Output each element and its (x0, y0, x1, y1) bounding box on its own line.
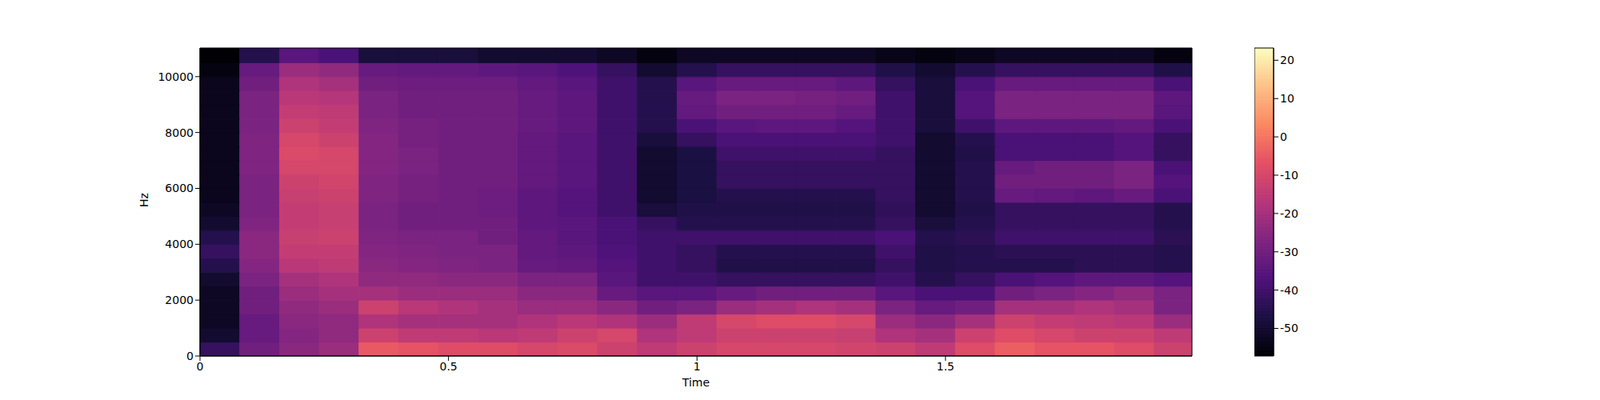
svg-text:8000: 8000 (164, 126, 194, 140)
svg-text:0: 0 (1280, 130, 1288, 144)
svg-text:4000: 4000 (164, 237, 194, 251)
svg-text:0: 0 (196, 360, 204, 373)
svg-text:1.5: 1.5 (936, 360, 955, 373)
svg-text:-30: -30 (1280, 245, 1299, 259)
svg-text:-40: -40 (1280, 284, 1299, 297)
svg-text:20: 20 (1280, 53, 1295, 67)
svg-text:-20: -20 (1280, 207, 1299, 220)
svg-text:10: 10 (1280, 92, 1295, 105)
svg-text:0: 0 (186, 349, 194, 363)
svg-text:-50: -50 (1280, 321, 1299, 335)
svg-text:2000: 2000 (164, 293, 194, 307)
html-text:Hz: Hz (137, 192, 151, 208)
svg-text:-10: -10 (1280, 168, 1299, 182)
svg-text:0.5: 0.5 (439, 360, 457, 373)
html-text:Time: Time (682, 376, 710, 389)
svg-text:6000: 6000 (164, 181, 194, 195)
svg-text:10000: 10000 (157, 70, 194, 84)
svg-text:1: 1 (693, 360, 701, 373)
